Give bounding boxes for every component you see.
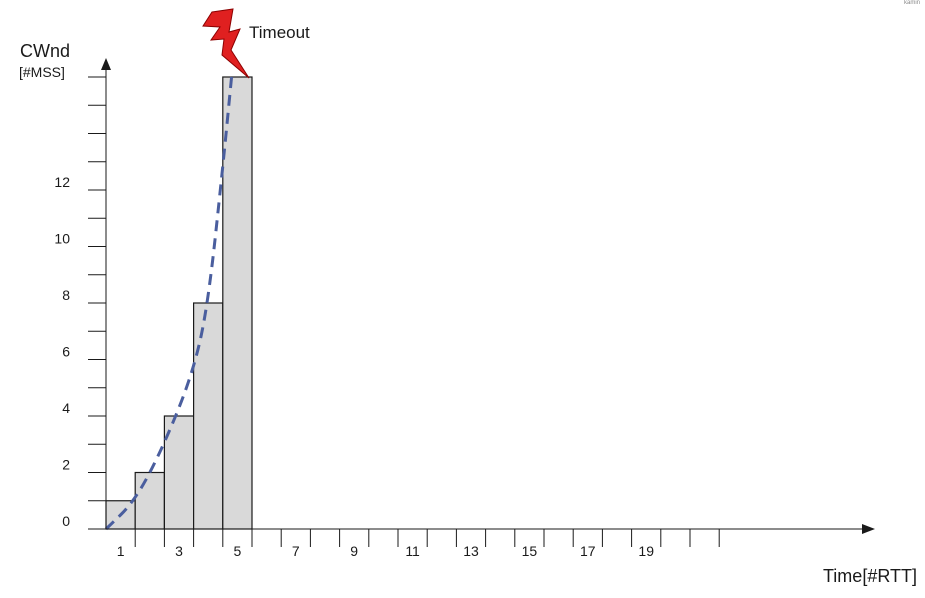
bar-rtt-4: [193, 302, 224, 530]
y-tick-label: 12: [54, 174, 70, 190]
timeout-annotation: Timeout: [202, 8, 310, 79]
y-tick-label: 0: [62, 513, 70, 529]
bar-rtt-2: [134, 471, 165, 530]
axes-group: [101, 58, 875, 534]
x-tick-label: 13: [463, 543, 479, 559]
y-tick-label: 8: [62, 287, 70, 303]
y-tick-label: 10: [54, 231, 70, 247]
x-tick-label: 1: [117, 543, 125, 559]
x-tick-label: 5: [234, 543, 242, 559]
x-tick-label: 9: [350, 543, 358, 559]
x-tick-label: 7: [292, 543, 300, 559]
trend-line: [104, 76, 234, 531]
lightning-bolt-icon: [202, 8, 250, 79]
x-axis-title: Time[#RTT]: [823, 566, 917, 586]
x-tick-label: 19: [638, 543, 654, 559]
timeout-label: Timeout: [249, 23, 310, 42]
bar-rtt-5: [222, 76, 253, 530]
x-axis-arrow-icon: [862, 524, 875, 534]
y-ticks-group: 0 2 4 6 8 10 12: [54, 76, 106, 530]
corner-mark: kamin: [904, 0, 920, 6]
y-tick-label: 4: [62, 400, 70, 416]
y-axis-unit: [#MSS]: [19, 64, 65, 80]
y-axis-title: CWnd: [20, 41, 70, 61]
x-tick-label: 15: [522, 543, 538, 559]
y-tick-label: 6: [62, 344, 70, 360]
x-tick-label: 11: [405, 543, 420, 559]
bars-group: [105, 76, 253, 530]
x-tick-label: 17: [580, 543, 596, 559]
x-tick-label: 3: [175, 543, 183, 559]
y-axis-arrow-icon: [101, 58, 111, 70]
x-ticks-group: 1 3 5 7 9 11 13 15 17 19: [117, 529, 720, 559]
y-tick-label: 2: [62, 457, 70, 473]
